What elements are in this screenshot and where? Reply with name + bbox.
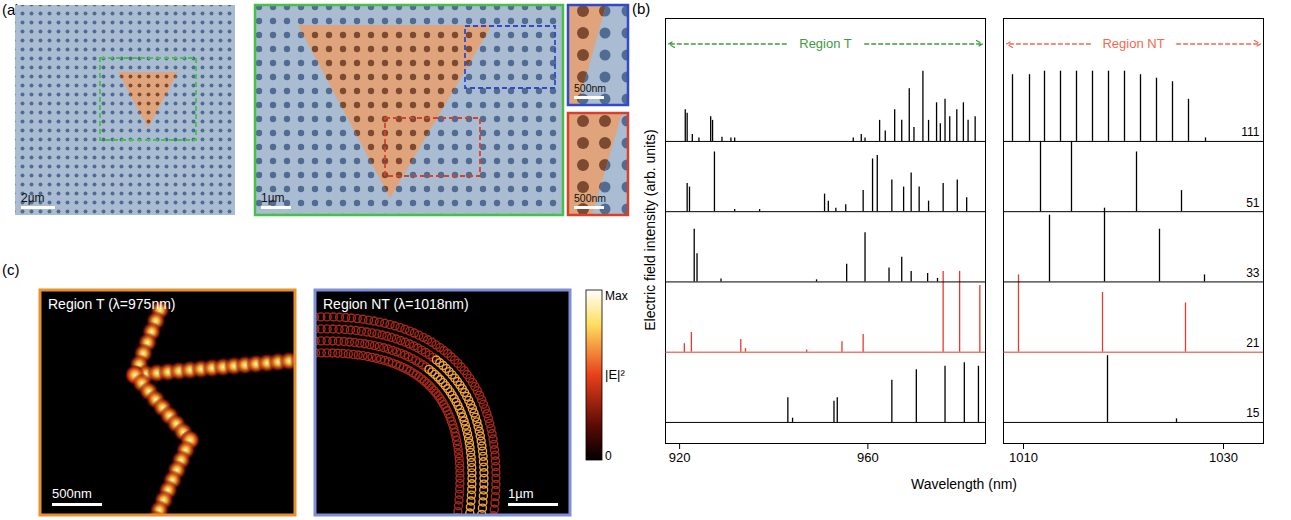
svg-text:33: 33 — [1246, 266, 1260, 280]
svg-text:15: 15 — [1246, 406, 1260, 420]
html-text:(b): (b) — [632, 0, 651, 17]
svg-text:51: 51 — [1246, 196, 1260, 210]
svg-text:2µm: 2µm — [21, 191, 45, 205]
svg-text:Region NT: Region NT — [1102, 36, 1164, 51]
svg-text:1030: 1030 — [1209, 450, 1238, 465]
svg-text:500nm: 500nm — [52, 486, 92, 501]
svg-text:500nm: 500nm — [574, 192, 606, 204]
svg-text:1µm: 1µm — [261, 191, 285, 205]
svg-text:960: 960 — [857, 450, 879, 465]
html-text:Wavelength (nm): Wavelength (nm) — [911, 476, 1017, 492]
svg-text:Region NT (λ=1018nm): Region NT (λ=1018nm) — [323, 296, 469, 312]
svg-text:1010: 1010 — [1009, 450, 1038, 465]
svg-text:500nm: 500nm — [574, 82, 606, 94]
svg-text:(a): (a) — [2, 1, 21, 18]
svg-text:(c): (c) — [2, 261, 20, 278]
svg-text:Max: Max — [605, 289, 628, 303]
svg-text:920: 920 — [669, 450, 691, 465]
html-text:Electric field intensity (arb.: Electric field intensity (arb. units) — [642, 129, 658, 331]
svg-text:Region T (λ=975nm): Region T (λ=975nm) — [48, 296, 176, 312]
svg-text:111: 111 — [1241, 125, 1260, 139]
svg-text:0: 0 — [605, 449, 612, 463]
svg-text:|E|²: |E|² — [605, 367, 625, 382]
svg-text:Region T: Region T — [799, 36, 852, 51]
svg-text:1µm: 1µm — [508, 486, 534, 501]
svg-text:21: 21 — [1246, 336, 1260, 350]
